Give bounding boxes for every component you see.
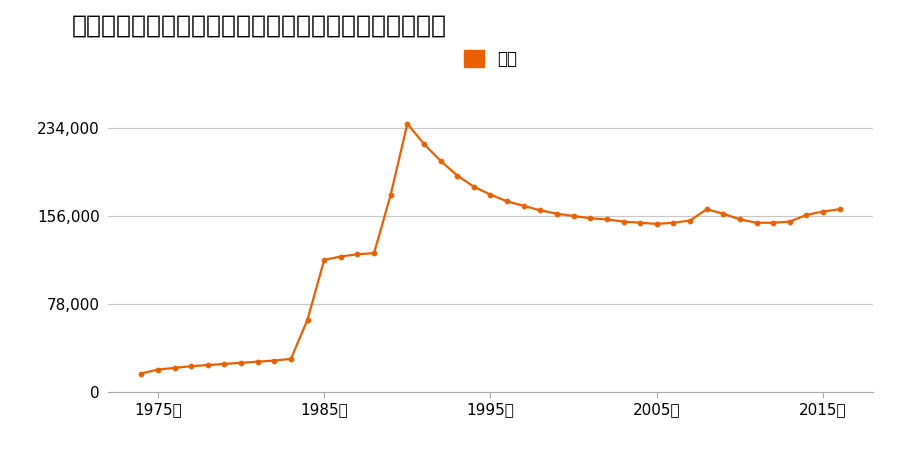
Legend: 価格: 価格 (457, 43, 524, 75)
Text: 埼玉県川口市大字安行藤八字道上４０８番３の地価推移: 埼玉県川口市大字安行藤八字道上４０８番３の地価推移 (72, 14, 447, 37)
